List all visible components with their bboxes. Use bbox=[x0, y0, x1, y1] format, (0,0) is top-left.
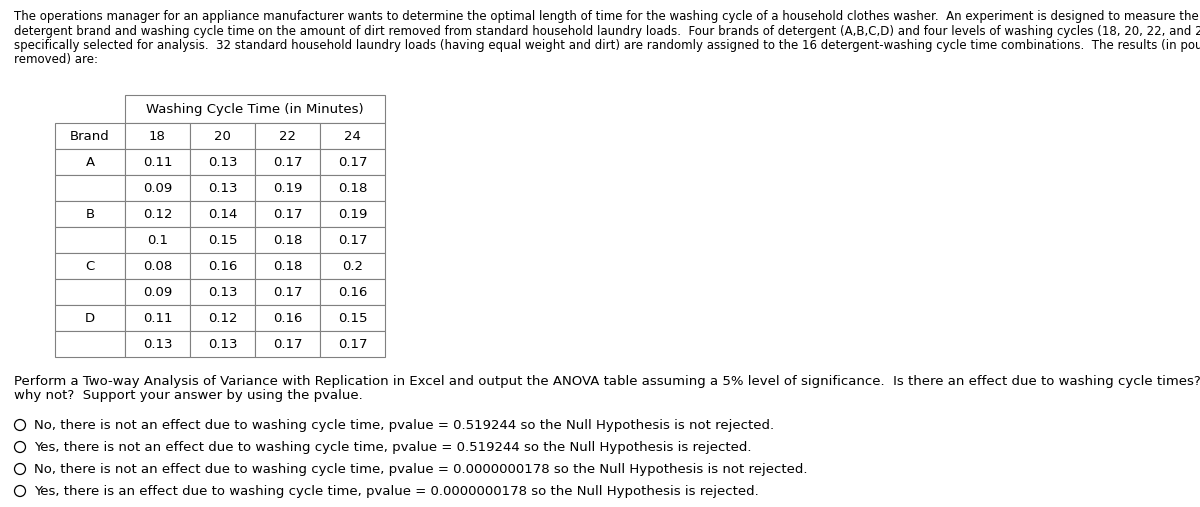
Bar bbox=[190, 227, 256, 253]
Text: 0.12: 0.12 bbox=[143, 207, 173, 221]
Text: 0.16: 0.16 bbox=[338, 285, 367, 299]
Text: 0.12: 0.12 bbox=[208, 311, 238, 324]
Text: 0.14: 0.14 bbox=[208, 207, 238, 221]
Text: C: C bbox=[85, 260, 95, 272]
Text: 0.13: 0.13 bbox=[143, 338, 173, 350]
Text: removed) are:: removed) are: bbox=[14, 54, 98, 66]
Text: 22: 22 bbox=[278, 129, 296, 142]
Text: detergent brand and washing cycle time on the amount of dirt removed from standa: detergent brand and washing cycle time o… bbox=[14, 24, 1200, 38]
Bar bbox=[55, 227, 125, 253]
Bar bbox=[320, 123, 385, 149]
Bar bbox=[125, 175, 190, 201]
Bar bbox=[125, 253, 190, 279]
Bar bbox=[320, 253, 385, 279]
Bar bbox=[125, 201, 190, 227]
Bar bbox=[55, 149, 125, 175]
Text: The operations manager for an appliance manufacturer wants to determine the opti: The operations manager for an appliance … bbox=[14, 10, 1200, 23]
Bar bbox=[256, 279, 320, 305]
Bar bbox=[125, 279, 190, 305]
Text: Washing Cycle Time (in Minutes): Washing Cycle Time (in Minutes) bbox=[146, 102, 364, 116]
Bar bbox=[256, 123, 320, 149]
Bar bbox=[256, 175, 320, 201]
Text: 0.09: 0.09 bbox=[143, 182, 172, 195]
Text: No, there is not an effect due to washing cycle time, pvalue = 0.519244 so the N: No, there is not an effect due to washin… bbox=[34, 418, 774, 431]
Bar bbox=[125, 331, 190, 357]
Bar bbox=[320, 279, 385, 305]
Text: 0.19: 0.19 bbox=[272, 182, 302, 195]
Text: 0.13: 0.13 bbox=[208, 338, 238, 350]
Text: Perform a Two-way Analysis of Variance with Replication in Excel and output the : Perform a Two-way Analysis of Variance w… bbox=[14, 375, 1200, 388]
Text: 0.16: 0.16 bbox=[272, 311, 302, 324]
Bar bbox=[256, 201, 320, 227]
Text: 0.16: 0.16 bbox=[208, 260, 238, 272]
Bar bbox=[256, 227, 320, 253]
Bar bbox=[190, 279, 256, 305]
Bar bbox=[320, 201, 385, 227]
Text: B: B bbox=[85, 207, 95, 221]
Bar bbox=[320, 149, 385, 175]
Text: specifically selected for analysis.  32 standard household laundry loads (having: specifically selected for analysis. 32 s… bbox=[14, 39, 1200, 52]
Text: why not?  Support your answer by using the pvalue.: why not? Support your answer by using th… bbox=[14, 389, 362, 403]
Bar bbox=[190, 149, 256, 175]
Bar bbox=[55, 123, 125, 149]
Bar bbox=[55, 279, 125, 305]
Bar bbox=[55, 305, 125, 331]
Text: 0.15: 0.15 bbox=[208, 234, 238, 246]
Text: Yes, there is an effect due to washing cycle time, pvalue = 0.0000000178 so the : Yes, there is an effect due to washing c… bbox=[34, 485, 758, 497]
Text: 0.17: 0.17 bbox=[337, 156, 367, 168]
Text: 20: 20 bbox=[214, 129, 230, 142]
Text: 18: 18 bbox=[149, 129, 166, 142]
Text: 0.13: 0.13 bbox=[208, 285, 238, 299]
Bar bbox=[190, 201, 256, 227]
Text: 0.17: 0.17 bbox=[272, 285, 302, 299]
Text: 0.17: 0.17 bbox=[272, 338, 302, 350]
Bar bbox=[190, 175, 256, 201]
Bar bbox=[125, 149, 190, 175]
Bar bbox=[55, 331, 125, 357]
Text: 0.13: 0.13 bbox=[208, 156, 238, 168]
Bar bbox=[320, 331, 385, 357]
Bar bbox=[55, 95, 125, 123]
Text: 0.15: 0.15 bbox=[337, 311, 367, 324]
Bar bbox=[55, 253, 125, 279]
Bar bbox=[190, 253, 256, 279]
Text: 0.18: 0.18 bbox=[272, 234, 302, 246]
Text: 0.17: 0.17 bbox=[272, 156, 302, 168]
Text: 0.17: 0.17 bbox=[337, 234, 367, 246]
Text: No, there is not an effect due to washing cycle time, pvalue = 0.0000000178 so t: No, there is not an effect due to washin… bbox=[34, 462, 808, 476]
Bar bbox=[55, 201, 125, 227]
Text: Brand: Brand bbox=[70, 129, 110, 142]
Text: 0.18: 0.18 bbox=[338, 182, 367, 195]
Bar bbox=[125, 227, 190, 253]
Text: 0.17: 0.17 bbox=[272, 207, 302, 221]
Text: 24: 24 bbox=[344, 129, 361, 142]
Text: 0.11: 0.11 bbox=[143, 311, 173, 324]
Bar bbox=[256, 149, 320, 175]
Text: 0.17: 0.17 bbox=[337, 338, 367, 350]
Text: Yes, there is not an effect due to washing cycle time, pvalue = 0.519244 so the : Yes, there is not an effect due to washi… bbox=[34, 441, 751, 453]
Text: 0.19: 0.19 bbox=[338, 207, 367, 221]
Bar bbox=[320, 305, 385, 331]
Text: 0.08: 0.08 bbox=[143, 260, 172, 272]
Bar bbox=[320, 175, 385, 201]
Bar bbox=[125, 123, 190, 149]
Text: 0.13: 0.13 bbox=[208, 182, 238, 195]
Bar bbox=[256, 253, 320, 279]
Text: 0.11: 0.11 bbox=[143, 156, 173, 168]
Bar bbox=[55, 175, 125, 201]
Bar bbox=[125, 305, 190, 331]
Bar bbox=[256, 305, 320, 331]
Text: 0.18: 0.18 bbox=[272, 260, 302, 272]
Text: 0.09: 0.09 bbox=[143, 285, 172, 299]
Bar bbox=[125, 95, 385, 123]
Text: 0.2: 0.2 bbox=[342, 260, 364, 272]
Text: 0.1: 0.1 bbox=[148, 234, 168, 246]
Bar bbox=[256, 331, 320, 357]
Text: A: A bbox=[85, 156, 95, 168]
Text: D: D bbox=[85, 311, 95, 324]
Bar bbox=[190, 331, 256, 357]
Bar bbox=[320, 227, 385, 253]
Bar bbox=[190, 123, 256, 149]
Bar bbox=[190, 305, 256, 331]
